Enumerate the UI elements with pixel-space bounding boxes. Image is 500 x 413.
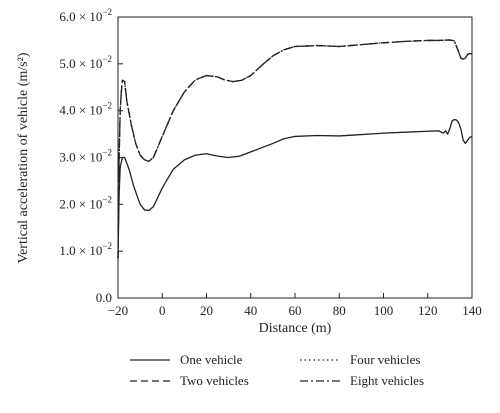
y-tick-label: 6.0 × 10−2 (59, 7, 112, 24)
x-axis-label: Distance (m) (259, 321, 332, 336)
x-tick-label: −20 (108, 303, 128, 318)
y-tick-label: 1.0 × 10−2 (59, 241, 112, 258)
series-line-4 (117, 39, 473, 259)
plot-frame (117, 16, 473, 299)
x-tick-label: 100 (374, 303, 394, 318)
y-tick-label: 5.0 × 10−2 (59, 54, 112, 71)
x-tick-label: 20 (200, 303, 213, 318)
legend: One vehicle Two vehicles Four vehicles Eigh… (130, 352, 424, 388)
x-tick-label: 0 (159, 303, 166, 318)
y-axis-label: Vertical acceleration of vehicle (m/s²) (16, 52, 31, 263)
legend-label: One vehicle (180, 352, 243, 367)
x-tick-label: 140 (462, 303, 482, 318)
series-layer (117, 39, 473, 259)
legend-label: Eight vehicles (350, 373, 424, 388)
x-tick-label: 60 (289, 303, 302, 318)
ticks-layer: −20 0 20 40 60 80 100 120 140 0.0 1.0 × 10−2 2.0 × … (59, 7, 481, 318)
x-tick-label: 40 (244, 303, 257, 318)
series-line-2 (117, 39, 473, 259)
y-tick-label: 0.0 (96, 290, 112, 305)
legend-label: Four vehicles (350, 352, 420, 367)
y-tick-label: 2.0 × 10−2 (59, 194, 112, 211)
x-tick-label: 80 (333, 303, 346, 318)
y-tick-label: 3.0 × 10−2 (59, 148, 112, 165)
legend-label: Two vehicles (180, 373, 249, 388)
series-line-1 (117, 118, 473, 259)
y-tick-label: 4.0 × 10−2 (59, 101, 112, 118)
x-tick-label: 120 (418, 303, 438, 318)
series-line-3 (117, 39, 473, 259)
